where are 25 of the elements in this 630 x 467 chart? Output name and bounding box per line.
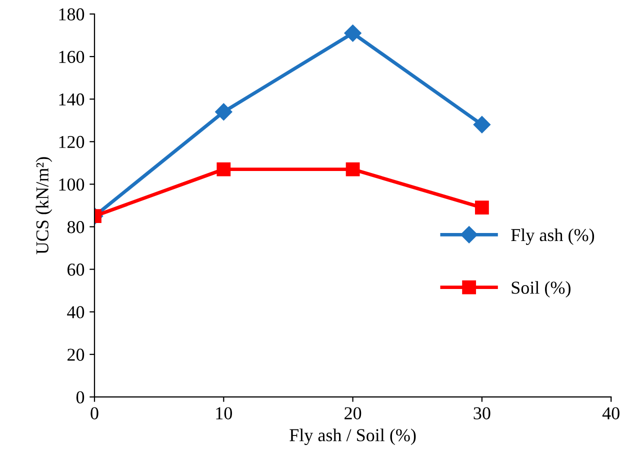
y-tick-label: 40 — [67, 306, 84, 318]
legend-label: Fly ash (%) — [511, 228, 594, 245]
x-axis-title: Fly ash / Soil (%) — [290, 428, 416, 446]
x-tick-label: 20 — [344, 407, 362, 420]
y-tick-label: 180 — [59, 8, 84, 20]
point — [216, 162, 231, 176]
y-tick-label: 60 — [68, 264, 84, 276]
x-tick-label: 10 — [216, 407, 232, 420]
x-tick-label: 0 — [90, 407, 98, 420]
y-tick-label: 140 — [59, 93, 84, 106]
y-tick-label: 100 — [59, 178, 84, 191]
x-tick-label: 40 — [602, 407, 620, 420]
point — [473, 116, 490, 134]
point — [344, 24, 362, 42]
y-tick-label: 160 — [59, 50, 84, 63]
point — [346, 162, 360, 176]
y-tick-label: 120 — [59, 136, 84, 148]
y-axis-title: UCS (kN/m²) — [36, 157, 52, 254]
legend-label: Soil (%) — [512, 281, 570, 298]
x-tick-label: 30 — [474, 407, 490, 420]
y-tick-label: 80 — [67, 221, 84, 234]
y-tick-label: 20 — [68, 348, 84, 361]
point — [475, 200, 489, 215]
y-tick-label: 0 — [76, 391, 84, 404]
point — [215, 103, 232, 120]
